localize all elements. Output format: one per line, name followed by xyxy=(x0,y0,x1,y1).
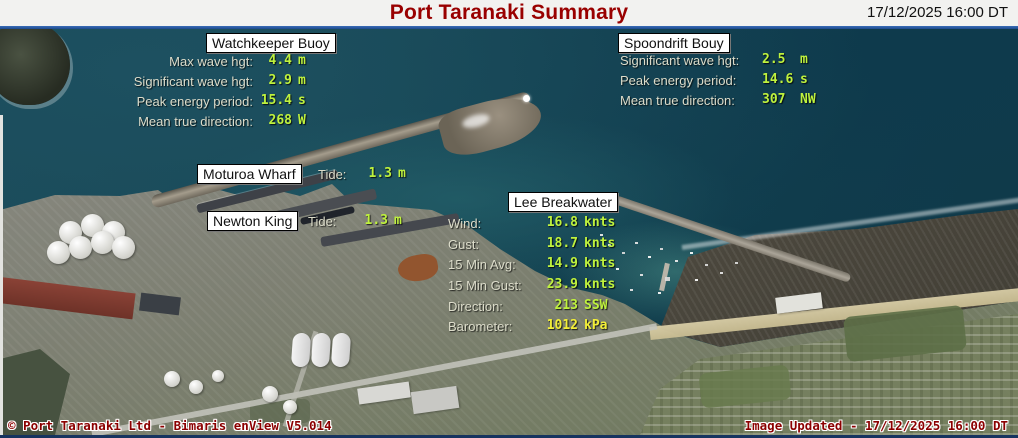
value-number: 16.8 xyxy=(546,215,578,230)
station-label-watchkeeper-buoy[interactable]: Watchkeeper Buoy xyxy=(206,33,336,53)
value-number: 23.9 xyxy=(546,277,578,292)
field-value: 307 NW xyxy=(762,92,816,107)
field-value: 268 W xyxy=(256,113,306,128)
field-value: 4.4 m xyxy=(256,53,306,68)
value-unit: knts xyxy=(584,277,616,292)
value-unit: s xyxy=(298,93,306,108)
field-label: Max wave hgt: xyxy=(169,54,253,69)
warehouse xyxy=(310,332,332,368)
tide-label: Tide: xyxy=(318,167,347,182)
aerial-photo: Watchkeeper Buoy Max wave hgt: 4.4 m Sign… xyxy=(0,29,1018,435)
station-label-newton-king[interactable]: Newton King xyxy=(207,211,299,231)
field-label: Mean true direction: xyxy=(138,114,253,129)
value-number: 18.7 xyxy=(546,236,578,251)
storage-tank xyxy=(212,370,224,382)
value-number: 213 xyxy=(554,298,578,313)
value-number: 1012 xyxy=(546,318,578,333)
field-label: 15 Min Gust: xyxy=(448,278,522,293)
value-unit: m xyxy=(398,166,406,181)
header-divider xyxy=(0,26,1018,29)
station-label-moturoa-wharf[interactable]: Moturoa Wharf xyxy=(197,164,302,184)
value-unit: SSW xyxy=(584,298,608,313)
value-unit: knts xyxy=(584,215,616,230)
tide-value: 1.3 m xyxy=(348,213,402,228)
field-label: Direction: xyxy=(448,299,503,314)
oil-tank xyxy=(91,231,114,254)
storage-tank xyxy=(283,400,297,414)
field-value: 14.6 s xyxy=(762,72,808,87)
value-number: 4.4 xyxy=(268,53,292,68)
value-number: 15.4 xyxy=(260,93,292,108)
value-unit: W xyxy=(298,113,306,128)
warehouse xyxy=(330,332,352,368)
field-label: Barometer: xyxy=(448,319,513,334)
field-label: 15 Min Avg: xyxy=(448,257,516,272)
value-number: 1.3 xyxy=(368,166,392,181)
field-value: 23.9 knts xyxy=(536,277,616,292)
value-unit: knts xyxy=(584,236,616,251)
field-value: 14.9 knts xyxy=(536,256,616,271)
field-label: Mean true direction: xyxy=(620,93,735,108)
tide-label: Tide: xyxy=(308,214,337,229)
value-unit: kPa xyxy=(584,318,608,333)
value-number: 14.6 xyxy=(762,72,794,87)
field-label: Significant wave hgt: xyxy=(620,53,740,68)
image-updated-text: Image Updated - 17/12/2025 16:00 DT xyxy=(744,418,1008,433)
value-number: 1.3 xyxy=(364,213,388,228)
value-unit: knts xyxy=(584,256,616,271)
oil-tank xyxy=(112,236,135,259)
copyright-text: © Port Taranaki Ltd - Bimaris enView V5.… xyxy=(8,418,332,433)
photo-edge-margin xyxy=(0,115,3,435)
field-value: 18.7 knts xyxy=(536,236,616,251)
field-label: Peak energy period: xyxy=(620,73,737,88)
storage-tank xyxy=(262,386,278,402)
field-value: 16.8 knts xyxy=(536,215,616,230)
value-number: 14.9 xyxy=(546,256,578,271)
field-value: 2.5 m xyxy=(762,52,808,67)
field-value: 15.4 s xyxy=(256,93,306,108)
field-label: Wind: xyxy=(448,216,482,231)
value-number: 268 xyxy=(268,113,292,128)
station-label-lee-breakwater[interactable]: Lee Breakwater xyxy=(508,192,619,212)
lighthouse xyxy=(523,95,530,102)
value-number: 2.5 xyxy=(762,52,786,67)
oil-tank xyxy=(47,241,70,264)
bottom-border-bar xyxy=(0,435,1018,438)
page-title: Port Taranaki Summary xyxy=(389,1,629,24)
header-bar: Port Taranaki Summary 17/12/2025 16:00 D… xyxy=(0,0,1018,26)
marina-boats xyxy=(600,234,603,236)
rocky-islet xyxy=(0,29,70,105)
oil-tank xyxy=(69,236,92,259)
field-value: 213 SSW xyxy=(536,298,608,313)
value-unit: m xyxy=(800,52,808,67)
value-unit: m xyxy=(394,213,402,228)
field-value-barometer: 1012 kPa xyxy=(536,318,608,333)
field-label: Gust: xyxy=(448,237,480,252)
value-number: 307 xyxy=(762,92,786,107)
value-unit: m xyxy=(298,73,306,88)
value-number: 2.9 xyxy=(268,73,292,88)
warehouse xyxy=(290,332,312,368)
value-unit: NW xyxy=(800,92,816,107)
value-unit: s xyxy=(800,72,808,87)
value-unit: m xyxy=(298,53,306,68)
tide-value: 1.3 m xyxy=(352,166,406,181)
field-value: 2.9 m xyxy=(256,73,306,88)
field-label: Significant wave hgt: xyxy=(133,74,253,89)
station-label-spoondrift-bouy[interactable]: Spoondrift Bouy xyxy=(618,33,730,53)
field-label: Peak energy period: xyxy=(136,94,253,109)
storage-tank xyxy=(164,371,180,387)
header-datetime: 17/12/2025 16:00 DT xyxy=(867,4,1008,21)
storage-tank xyxy=(189,380,203,394)
